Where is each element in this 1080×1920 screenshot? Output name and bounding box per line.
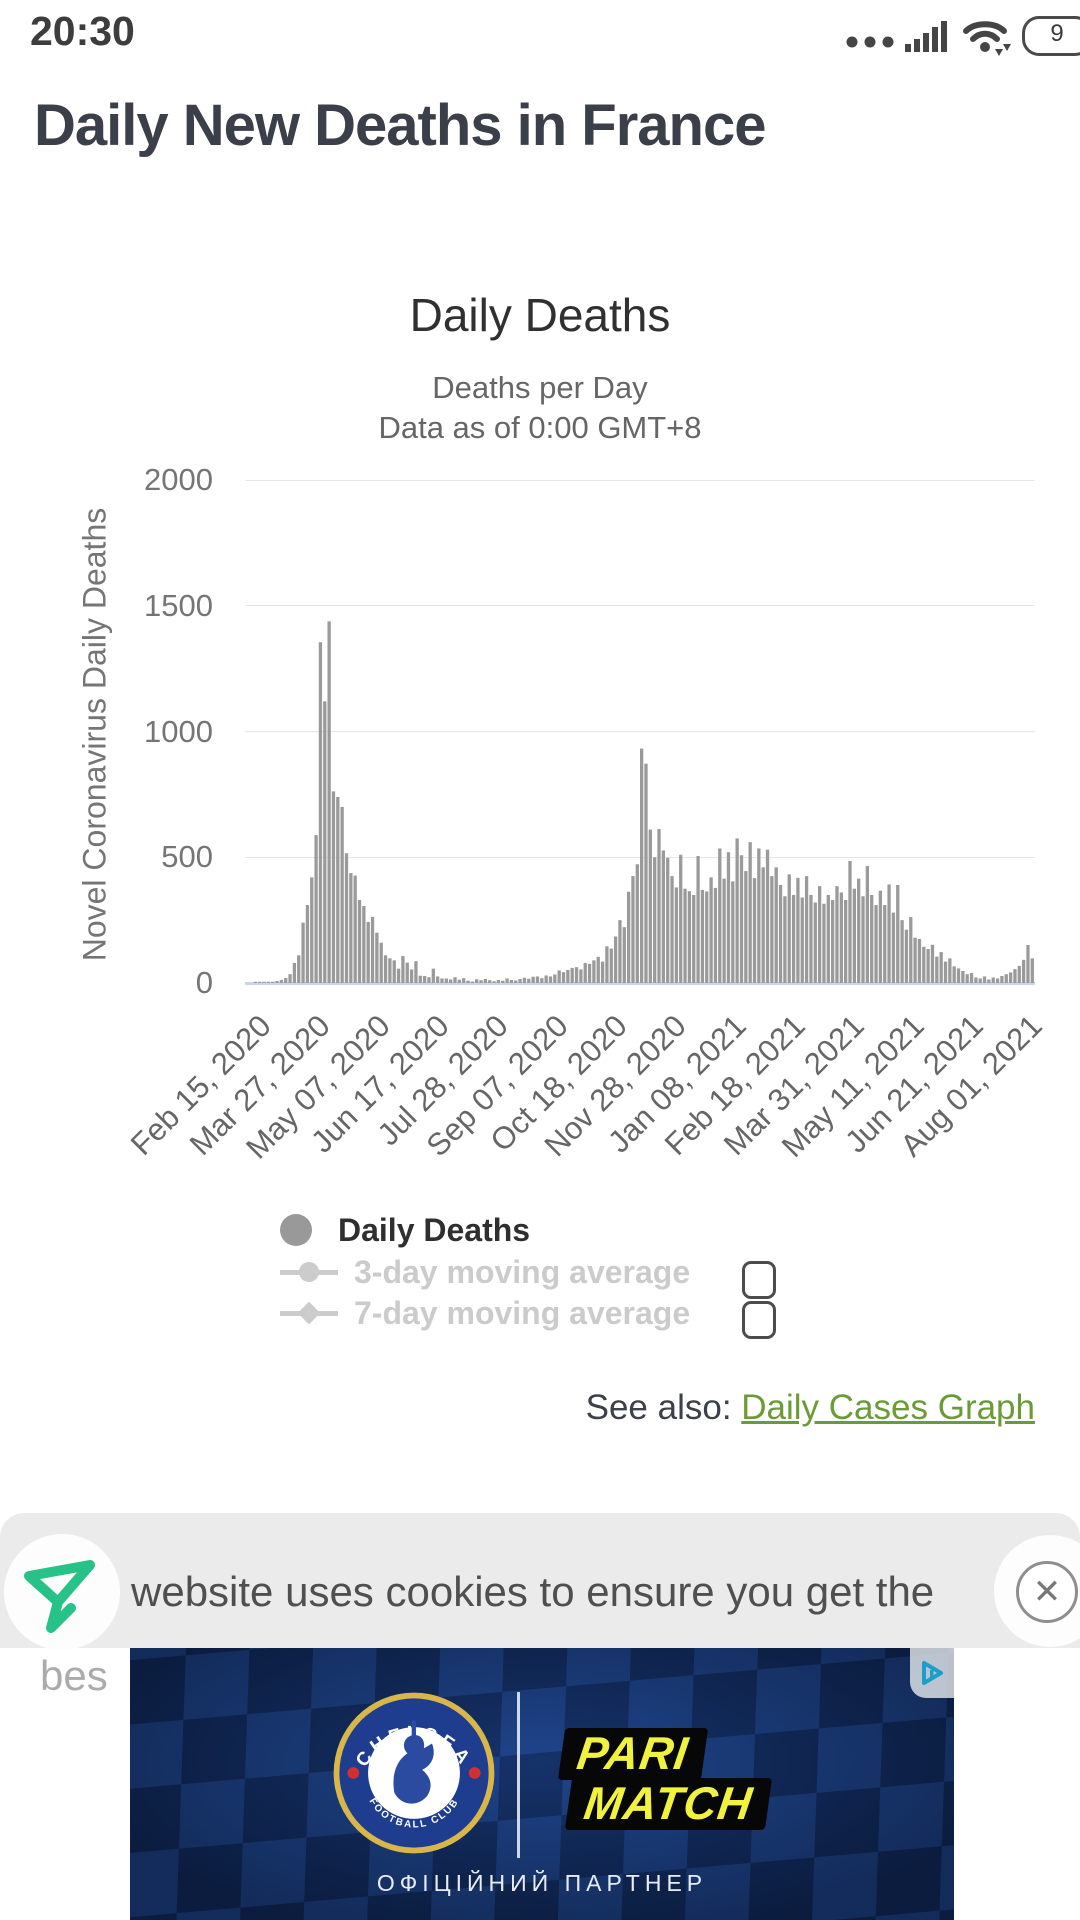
checkbox-7day-avg[interactable] [742,1301,776,1339]
daily-deaths-bar-series [253,621,1034,983]
x-axis-line [245,982,1035,985]
page-title: Daily New Deaths in France [34,93,766,158]
ad-banner[interactable]: CHELSEA FOOTBALL CLUB PARI MATCH ОФІЦІЙН… [130,1648,954,1920]
cookie-close-button[interactable]: ✕ [1016,1561,1078,1623]
cookie-banner-text: This website uses cookies to ensure you … [40,1568,935,1615]
ad-partner-text: ОФІЦІЙНИЙ ПАРТНЕР [376,1870,708,1896]
legend-label: 3-day moving average [354,1253,691,1290]
checkbox-3day-avg[interactable] [742,1261,776,1299]
close-icon: ✕ [1032,1573,1062,1611]
y-axis-title: Novel Coronavirus Daily Deaths [76,507,113,962]
see-also: See also: Daily Cases Graph [586,1388,1035,1428]
gridline [245,479,1035,481]
chart-subtitle: Deaths per Day [432,370,648,405]
series-line-circle-marker [280,1261,338,1282]
series-line-diamond-marker [280,1301,338,1324]
y-tick-label: 1500 [144,587,213,623]
battery-percent: 9 [1050,20,1064,47]
cookie-text-overflow: bes [40,1652,108,1699]
notification-dots-icon [846,36,894,48]
signal-strength-icon [905,21,947,52]
chart-title: Daily Deaths [409,289,671,341]
legend-item-7day-avg[interactable]: 7-day moving average [280,1293,690,1333]
legend-item-3day-avg[interactable]: 3-day moving average [280,1252,690,1292]
parimatch-logo: PARI MATCH [551,1727,779,1830]
ad-divider-line [517,1692,520,1858]
parimatch-word-2: MATCH [564,1777,772,1830]
y-tick-label: 1000 [144,713,213,749]
paper-plane-icon [24,1560,95,1633]
legend-label: Daily Deaths [338,1211,531,1248]
y-tick-label: 2000 [144,462,213,497]
wifi-icon [963,21,1011,56]
legend-item-daily-deaths[interactable]: Daily Deaths [280,1210,530,1250]
legend-label: 7-day moving average [354,1294,691,1331]
clock: 20:30 [30,8,135,54]
gridline [245,731,1035,732]
adchoices-icon[interactable] [910,1648,954,1698]
ad-vignette [130,1648,954,1920]
see-also-prefix: See also: [585,1388,742,1427]
y-tick-label: 500 [161,839,213,875]
y-tick-label: 0 [195,965,213,1000]
chart-data-asof: Data as of 0:00 GMT+8 [378,410,702,445]
parimatch-word-1: PARI [557,1727,708,1780]
battery-icon: 9 [1022,16,1080,56]
series-circle-marker [280,1214,312,1246]
cookie-banner [0,1513,1080,1648]
gridline [245,605,1035,607]
daily-cases-graph-link[interactable]: Daily Cases Graph [741,1388,1035,1427]
crest-lion [393,1735,434,1804]
chelsea-crest: CHELSEA FOOTBALL CLUB [333,1692,495,1854]
